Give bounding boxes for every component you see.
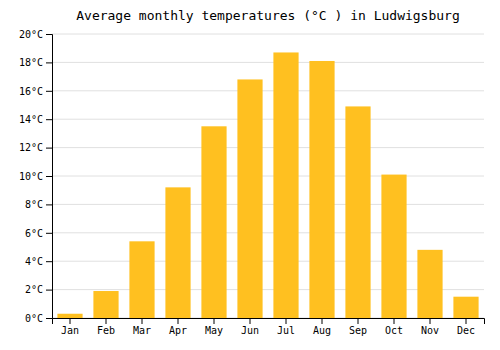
- bar: [273, 52, 298, 318]
- y-tick: 2°C: [25, 284, 52, 295]
- bar: [165, 187, 190, 318]
- y-tick: 6°C: [25, 228, 52, 239]
- x-tick-mark: [70, 318, 71, 324]
- x-tick-label: Jun: [241, 325, 259, 336]
- y-tick-mark: [46, 318, 52, 319]
- y-tick: 4°C: [25, 256, 52, 267]
- x-tick-label: Oct: [385, 325, 403, 336]
- grid-line: [52, 34, 484, 35]
- x-tick: Dec: [457, 318, 475, 336]
- y-tick: 18°C: [19, 57, 52, 68]
- x-tick-mark: [178, 318, 179, 324]
- bar: [309, 61, 334, 318]
- grid-line: [52, 90, 484, 91]
- x-tick-mark: [286, 318, 287, 324]
- bar: [129, 241, 154, 318]
- plot-area: 0°C 2°C 4°C 6°C 8°C 10°C 12°C 14°C 16°C 18°C 20°C J…: [19, 29, 485, 336]
- y-tick-mark: [46, 148, 52, 149]
- y-tick-mark: [46, 91, 52, 92]
- grid: [52, 34, 484, 318]
- x-tick-mark: [106, 318, 107, 324]
- x-tick-label: May: [205, 325, 223, 336]
- y-tick-mark: [46, 119, 52, 120]
- y-tick-mark: [46, 176, 52, 177]
- x-tick-label: Dec: [457, 325, 475, 336]
- x-tick-mark: [214, 318, 215, 324]
- bar: [93, 291, 118, 318]
- y-tick-mark: [46, 233, 52, 234]
- x-tick-label: Nov: [421, 325, 439, 336]
- bar: [57, 314, 82, 318]
- y-axis: 0°C 2°C 4°C 6°C 8°C 10°C 12°C 14°C 16°C 18°C 20°C: [19, 29, 53, 324]
- x-tick: Oct: [385, 318, 403, 336]
- x-tick-label: Sep: [349, 325, 367, 336]
- x-tick: Jul: [277, 318, 295, 336]
- title: Average monthly temperatures (°C ) in Lu…: [76, 8, 460, 23]
- x-tick-label: Mar: [133, 325, 151, 336]
- y-tick-label: 16°C: [19, 86, 43, 97]
- x-tick-mark: [394, 318, 395, 324]
- grid-line: [52, 147, 484, 148]
- y-axis-line: [46, 35, 53, 319]
- chart: 0°C 2°C 4°C 6°C 8°C 10°C 12°C 14°C 16°C 18°C 20°C J…: [0, 0, 500, 350]
- y-tick-label: 20°C: [19, 29, 43, 40]
- x-tick-label: Feb: [97, 325, 115, 336]
- x-tick-mark: [322, 318, 323, 324]
- y-tick-label: 0°C: [25, 313, 43, 324]
- x-tick-mark: [142, 318, 143, 324]
- x-tick: Nov: [421, 318, 439, 336]
- x-tick-label: Apr: [169, 325, 187, 336]
- x-tick-mark: [250, 318, 251, 324]
- bars: [57, 52, 478, 318]
- bar: [453, 297, 478, 318]
- bar: [417, 250, 442, 318]
- y-tick: 10°C: [19, 171, 52, 182]
- y-tick-label: 2°C: [25, 284, 43, 295]
- y-tick: 14°C: [19, 114, 52, 125]
- grid-line: [52, 62, 484, 63]
- grid-line: [52, 232, 484, 233]
- x-tick-mark: [430, 318, 431, 324]
- x-tick: Jun: [241, 318, 259, 336]
- x-tick: Jan: [61, 318, 79, 336]
- y-tick-label: 10°C: [19, 171, 43, 182]
- y-tick: 16°C: [19, 86, 52, 97]
- y-tick-label: 4°C: [25, 256, 43, 267]
- y-tick-mark: [46, 34, 52, 35]
- y-tick: 12°C: [19, 142, 52, 153]
- y-tick: 0°C: [25, 313, 52, 324]
- x-tick: Mar: [133, 318, 151, 336]
- y-tick: 8°C: [25, 199, 52, 210]
- x-tick: Aug: [313, 318, 331, 336]
- y-tick-label: 14°C: [19, 114, 43, 125]
- x-tick: Apr: [169, 318, 187, 336]
- y-tick-label: 8°C: [25, 199, 43, 210]
- x-tick-mark: [358, 318, 359, 324]
- x-tick: Feb: [97, 318, 115, 336]
- bar: [201, 126, 226, 318]
- grid-line: [52, 176, 484, 177]
- bar: [237, 79, 262, 318]
- x-axis: Jan Feb Mar Apr May Jun Jul Aug Sep Oct Nov Dec: [53, 318, 485, 336]
- x-tick-label: Jan: [61, 325, 79, 336]
- y-tick-mark: [46, 261, 52, 262]
- y-tick-mark: [46, 290, 52, 291]
- x-tick-label: Jul: [277, 325, 295, 336]
- x-axis-line: [53, 319, 485, 325]
- x-tick-mark: [466, 318, 467, 324]
- grid-line: [52, 119, 484, 120]
- y-tick: 20°C: [19, 29, 52, 40]
- x-tick-label: Aug: [313, 325, 331, 336]
- grid-line: [52, 204, 484, 205]
- y-tick-label: 6°C: [25, 228, 43, 239]
- bar: [345, 106, 370, 318]
- x-tick: May: [205, 318, 223, 336]
- y-tick-mark: [46, 204, 52, 205]
- y-tick-label: 18°C: [19, 57, 43, 68]
- bar: [381, 175, 406, 318]
- y-tick-label: 12°C: [19, 142, 43, 153]
- x-tick: Sep: [349, 318, 367, 336]
- y-tick-mark: [46, 62, 52, 63]
